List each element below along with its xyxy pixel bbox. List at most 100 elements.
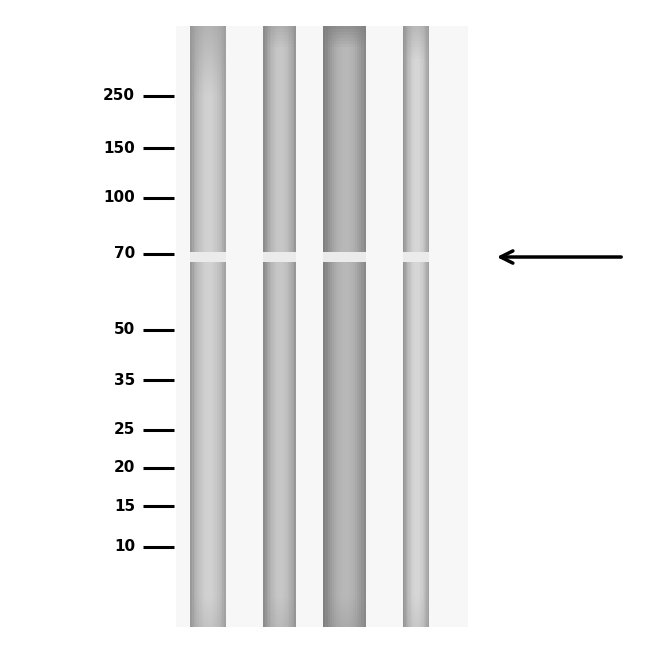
Bar	[268, 44, 270, 47]
Bar	[332, 384, 334, 387]
Bar	[428, 98, 429, 101]
Bar	[285, 396, 286, 399]
Bar	[361, 279, 363, 282]
Bar	[287, 366, 289, 369]
Bar	[274, 489, 276, 492]
Bar	[224, 279, 226, 282]
Bar	[410, 63, 411, 65]
Bar	[263, 171, 265, 173]
Bar	[210, 273, 212, 275]
Bar	[217, 96, 218, 98]
Bar	[289, 498, 291, 501]
Bar	[206, 306, 208, 309]
Bar	[292, 129, 294, 132]
Bar	[272, 456, 273, 459]
Bar	[425, 339, 426, 342]
Bar	[351, 312, 353, 315]
Bar	[330, 270, 332, 273]
Bar	[281, 65, 283, 69]
Bar	[338, 279, 341, 282]
Bar	[224, 399, 226, 402]
Bar	[281, 618, 283, 621]
Bar	[192, 558, 194, 561]
Bar	[419, 327, 420, 330]
Bar	[411, 69, 412, 71]
Bar	[280, 444, 281, 447]
Bar	[224, 173, 226, 177]
Bar	[330, 414, 332, 417]
Bar	[413, 369, 415, 372]
Bar	[198, 372, 199, 375]
Bar	[287, 101, 289, 105]
Bar	[268, 177, 270, 180]
Bar	[294, 273, 296, 275]
Bar	[334, 372, 336, 375]
Bar	[194, 86, 196, 90]
Bar	[355, 291, 358, 294]
Bar	[334, 453, 336, 456]
Bar	[278, 588, 280, 591]
Bar	[416, 207, 417, 210]
Bar	[425, 275, 426, 279]
Bar	[272, 459, 273, 462]
Bar	[294, 339, 296, 342]
Bar	[201, 119, 203, 123]
Bar	[294, 444, 296, 447]
Bar	[292, 275, 294, 279]
Bar	[212, 474, 213, 477]
Bar	[344, 138, 346, 140]
Bar	[328, 65, 330, 69]
Bar	[420, 138, 421, 140]
Bar	[272, 357, 273, 360]
Bar	[203, 594, 204, 597]
Bar	[406, 522, 407, 525]
Bar	[426, 342, 428, 345]
Bar	[341, 423, 343, 426]
Bar	[408, 291, 410, 294]
Bar	[425, 105, 426, 107]
Bar	[332, 150, 334, 153]
Bar	[343, 342, 344, 345]
Bar	[421, 342, 422, 345]
Bar	[363, 26, 365, 30]
Bar	[403, 318, 404, 321]
Bar	[346, 150, 349, 153]
Bar	[204, 207, 206, 210]
Bar	[361, 213, 363, 215]
Bar	[406, 215, 407, 219]
Bar	[217, 279, 218, 282]
Bar	[417, 604, 419, 606]
Bar	[328, 117, 330, 119]
Bar	[344, 342, 346, 345]
Bar	[332, 258, 334, 261]
Bar	[420, 495, 421, 498]
Bar	[353, 438, 355, 441]
Bar	[192, 171, 194, 173]
Bar	[343, 507, 344, 510]
Bar	[268, 357, 270, 360]
Bar	[266, 561, 268, 564]
Bar	[289, 510, 291, 513]
Bar	[218, 315, 220, 318]
Bar	[292, 393, 294, 396]
Bar	[406, 492, 407, 495]
Bar	[270, 315, 272, 318]
Bar	[408, 173, 410, 177]
Bar	[422, 173, 424, 177]
Bar	[341, 192, 343, 194]
Bar	[406, 534, 407, 537]
Bar	[192, 507, 194, 510]
Bar	[273, 339, 274, 342]
Bar	[326, 26, 328, 30]
Bar	[343, 462, 344, 465]
Bar	[224, 486, 226, 489]
Bar	[276, 486, 278, 489]
Bar	[341, 291, 343, 294]
Bar	[355, 192, 358, 194]
Bar	[203, 90, 204, 92]
Bar	[224, 146, 226, 150]
Bar	[270, 306, 272, 309]
Bar	[328, 459, 330, 462]
Bar	[351, 363, 353, 366]
Bar	[204, 390, 206, 393]
